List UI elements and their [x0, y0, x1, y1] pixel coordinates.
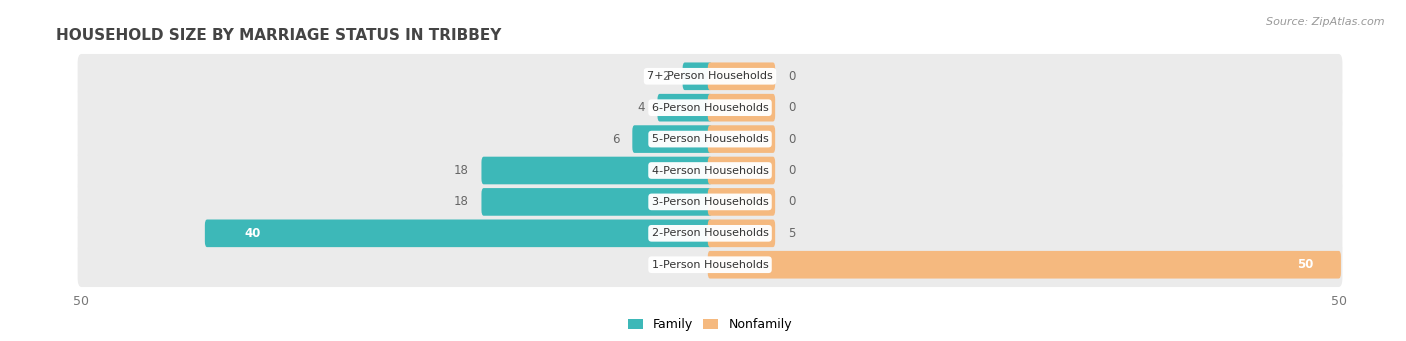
FancyBboxPatch shape — [205, 220, 713, 247]
FancyBboxPatch shape — [77, 211, 1343, 256]
Text: 6-Person Households: 6-Person Households — [651, 103, 769, 113]
FancyBboxPatch shape — [707, 94, 775, 121]
FancyBboxPatch shape — [683, 62, 713, 90]
Text: 3-Person Households: 3-Person Households — [651, 197, 769, 207]
FancyBboxPatch shape — [77, 117, 1343, 161]
Text: 2-Person Households: 2-Person Households — [651, 228, 769, 238]
Text: 6: 6 — [612, 133, 620, 146]
FancyBboxPatch shape — [77, 148, 1343, 193]
Text: 0: 0 — [787, 195, 796, 208]
FancyBboxPatch shape — [707, 157, 775, 184]
Text: 50: 50 — [1298, 258, 1313, 271]
Text: 7+ Person Households: 7+ Person Households — [647, 71, 773, 81]
Text: 4-Person Households: 4-Person Households — [651, 165, 769, 176]
FancyBboxPatch shape — [77, 54, 1343, 99]
Text: 4: 4 — [637, 101, 644, 114]
FancyBboxPatch shape — [707, 62, 775, 90]
FancyBboxPatch shape — [658, 94, 713, 121]
Text: 0: 0 — [787, 164, 796, 177]
FancyBboxPatch shape — [77, 180, 1343, 224]
FancyBboxPatch shape — [481, 157, 713, 184]
Text: Source: ZipAtlas.com: Source: ZipAtlas.com — [1267, 17, 1385, 27]
Text: 18: 18 — [454, 164, 468, 177]
Text: 40: 40 — [245, 227, 262, 240]
Text: 18: 18 — [454, 195, 468, 208]
FancyBboxPatch shape — [707, 125, 775, 153]
FancyBboxPatch shape — [707, 188, 775, 216]
FancyBboxPatch shape — [707, 220, 775, 247]
Text: 1-Person Households: 1-Person Households — [651, 260, 769, 270]
FancyBboxPatch shape — [77, 242, 1343, 287]
Text: 5: 5 — [787, 227, 796, 240]
Text: 5-Person Households: 5-Person Households — [651, 134, 769, 144]
FancyBboxPatch shape — [707, 251, 1341, 279]
Text: 2: 2 — [662, 70, 669, 83]
FancyBboxPatch shape — [481, 188, 713, 216]
FancyBboxPatch shape — [633, 125, 713, 153]
FancyBboxPatch shape — [77, 85, 1343, 130]
Text: HOUSEHOLD SIZE BY MARRIAGE STATUS IN TRIBBEY: HOUSEHOLD SIZE BY MARRIAGE STATUS IN TRI… — [56, 28, 502, 43]
Legend: Family, Nonfamily: Family, Nonfamily — [623, 313, 797, 336]
Text: 0: 0 — [787, 133, 796, 146]
Text: 0: 0 — [787, 70, 796, 83]
Text: 0: 0 — [787, 101, 796, 114]
